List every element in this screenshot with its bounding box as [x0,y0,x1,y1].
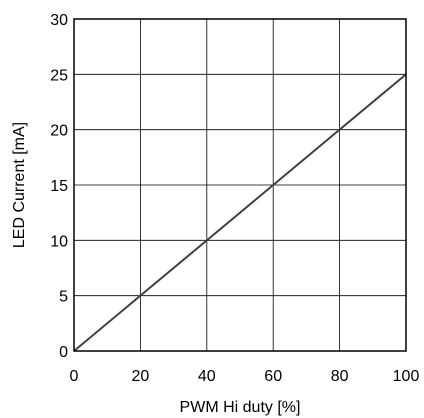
y-axis-ticks: 0 5 10 15 20 25 30 [50,12,68,361]
y-axis-title: LED Current [mA] [11,122,28,248]
y-tick-label: 25 [50,67,68,84]
x-tick-label: 100 [393,368,420,385]
y-tick-label: 10 [50,233,68,250]
y-tick-label: 0 [59,344,68,361]
x-tick-label: 0 [70,368,79,385]
x-tick-label: 40 [198,368,216,385]
series-layer [73,73,407,352]
x-axis-title: PWM Hi duty [%] [180,399,301,416]
series-line [73,73,407,352]
plot-frame [73,18,407,352]
y-tick-label: 20 [50,123,68,140]
x-tick-label: 80 [331,368,349,385]
x-tick-label: 20 [132,368,150,385]
x-tick-label: 60 [264,368,282,385]
y-tick-label: 5 [59,289,68,306]
grid [74,19,406,351]
y-tick-label: 30 [50,12,68,29]
x-axis-ticks: 0 20 40 60 80 100 [70,368,420,385]
y-tick-label: 15 [50,178,68,195]
